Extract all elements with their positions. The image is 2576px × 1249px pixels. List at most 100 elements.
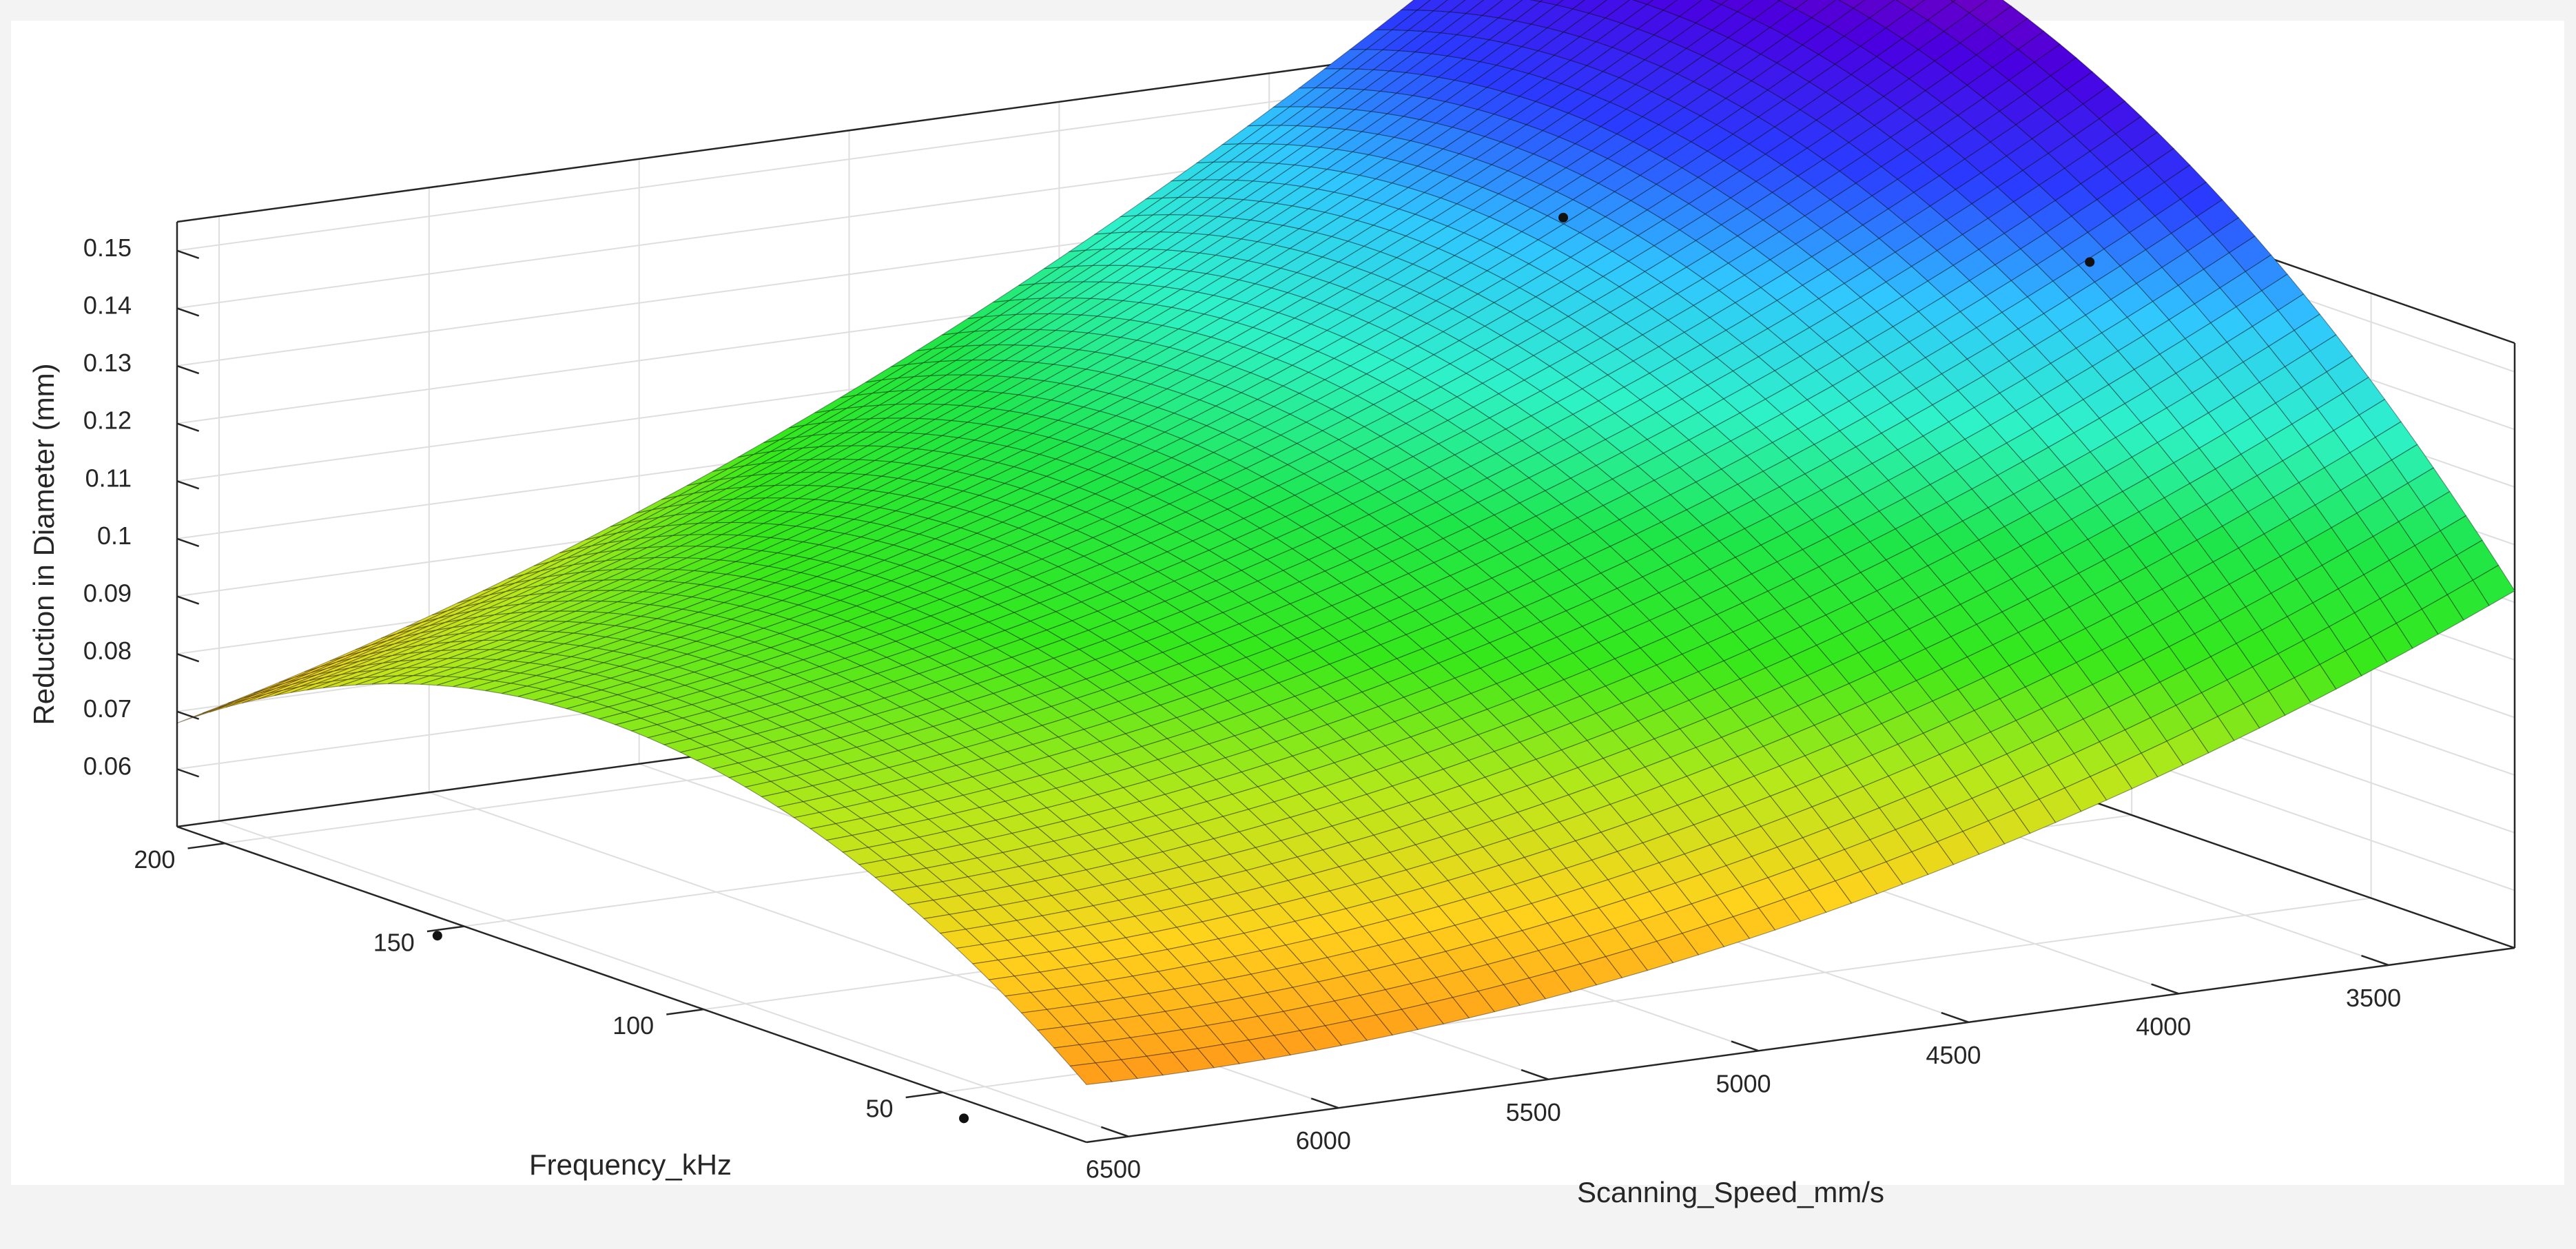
surface-patch (1459, 539, 1503, 565)
surface-patch (1785, 256, 1829, 286)
surface-patch (1484, 311, 1528, 336)
surface-patch (1461, 964, 1505, 992)
surface-patch (1476, 278, 1521, 303)
surface-patch (1764, 136, 1809, 166)
surface-patch (1711, 484, 1755, 513)
surface-patch (2219, 606, 2263, 644)
surface-patch (1426, 514, 1470, 539)
surface-patch (1029, 458, 1073, 477)
surface-patch (1224, 749, 1268, 773)
surface-patch (1529, 0, 1543, 2)
surface-patch (1352, 705, 1396, 731)
surface-patch (1992, 48, 2036, 81)
surface-patch (1906, 404, 1950, 437)
surface-patch (1539, 0, 1564, 6)
surface-patch (1574, 337, 1618, 364)
surface-patch (2370, 622, 2413, 663)
surface-patch (1463, 417, 1507, 443)
surface-patch (1876, 296, 1919, 327)
surface-patch (1720, 0, 1754, 12)
surface-patch (1428, 677, 1472, 704)
surface-patch (1581, 615, 1625, 643)
surface-layer (176, 0, 2515, 1086)
surface-patch (1713, 678, 1758, 709)
surface-patch (607, 699, 652, 713)
surface-patch (1519, 732, 1563, 760)
surface-patch (2247, 497, 2291, 535)
surface-patch (1783, 889, 1827, 922)
surface-patch (1400, 144, 1445, 167)
surface-patch (1459, 325, 1503, 351)
surface-patch (1732, 116, 1776, 145)
x-tick-mark (1731, 1040, 1759, 1052)
surface-patch (471, 597, 514, 612)
x-tick-label: 4500 (1926, 1041, 1981, 1069)
surface-patch (1795, 489, 1839, 521)
surface-patch (1769, 243, 1813, 273)
surface-patch (2280, 541, 2323, 580)
surface-patch (2192, 377, 2235, 414)
surface-patch (1730, 426, 1773, 457)
surface-patch (1085, 863, 1129, 886)
surface-patch (2048, 135, 2091, 169)
surface-patch (2365, 459, 2409, 499)
surface-patch (1764, 384, 1809, 415)
surface-patch (1430, 34, 1474, 56)
surface-patch (2082, 384, 2126, 419)
surface-patch (561, 659, 604, 672)
surface-patch (1855, 166, 1899, 196)
z-tick-mark (176, 710, 200, 720)
surface-patch (1718, 528, 1762, 558)
surface-patch (920, 783, 965, 802)
surface-patch (1603, 492, 1646, 521)
surface-patch (1410, 727, 1454, 754)
surface-patch (453, 678, 495, 689)
surface-patch (1538, 942, 1581, 972)
surface-patch (686, 645, 731, 660)
surface-patch (626, 579, 669, 592)
surface-patch (677, 479, 720, 497)
surface-patch (1593, 519, 1637, 547)
surface-patch (1539, 167, 1583, 192)
surface-patch (1885, 265, 1929, 298)
surface-patch (536, 667, 579, 679)
surface-patch (1999, 378, 2043, 411)
surface-patch (1611, 235, 1656, 262)
surface-patch (1393, 118, 1437, 141)
surface-patch (2163, 164, 2207, 200)
surface-patch (1627, 34, 1671, 61)
surface-patch (1514, 621, 1558, 648)
y-tick-mark (426, 925, 465, 933)
surface-patch (1788, 187, 1831, 217)
surface-patch (2073, 118, 2116, 152)
surface-patch (2214, 453, 2258, 491)
surface-patch (527, 600, 570, 612)
surface-patch (869, 641, 914, 658)
surface-patch (1563, 668, 1607, 697)
surface-patch (1795, 0, 1837, 19)
surface-patch (1995, 545, 2038, 580)
surface-patch (629, 557, 672, 570)
y-tick-label: 200 (134, 845, 175, 874)
surface-patch (575, 532, 618, 550)
surface-patch (1848, 125, 1892, 155)
surface-patch (681, 599, 726, 613)
surface-patch (1481, 369, 1525, 395)
surface-patch (661, 482, 704, 500)
surface-patch (567, 673, 612, 686)
z-tick-label: 0.08 (83, 637, 132, 665)
surface-patch (1396, 433, 1440, 457)
surface-patch (2161, 250, 2205, 287)
surface-patch (1683, 89, 1727, 116)
surface-patch (1481, 170, 1525, 194)
surface-patch (2302, 626, 2347, 665)
surface-patch (1445, 466, 1488, 491)
surface-patch (1758, 608, 1802, 639)
surface-patch (1487, 957, 1530, 985)
surface-patch (2050, 57, 2094, 90)
surface-patch (1512, 452, 1556, 479)
surface-patch (1483, 118, 1528, 143)
surface-patch (1656, 167, 1700, 195)
surface-patch (548, 561, 590, 577)
surface-patch (1382, 572, 1426, 598)
